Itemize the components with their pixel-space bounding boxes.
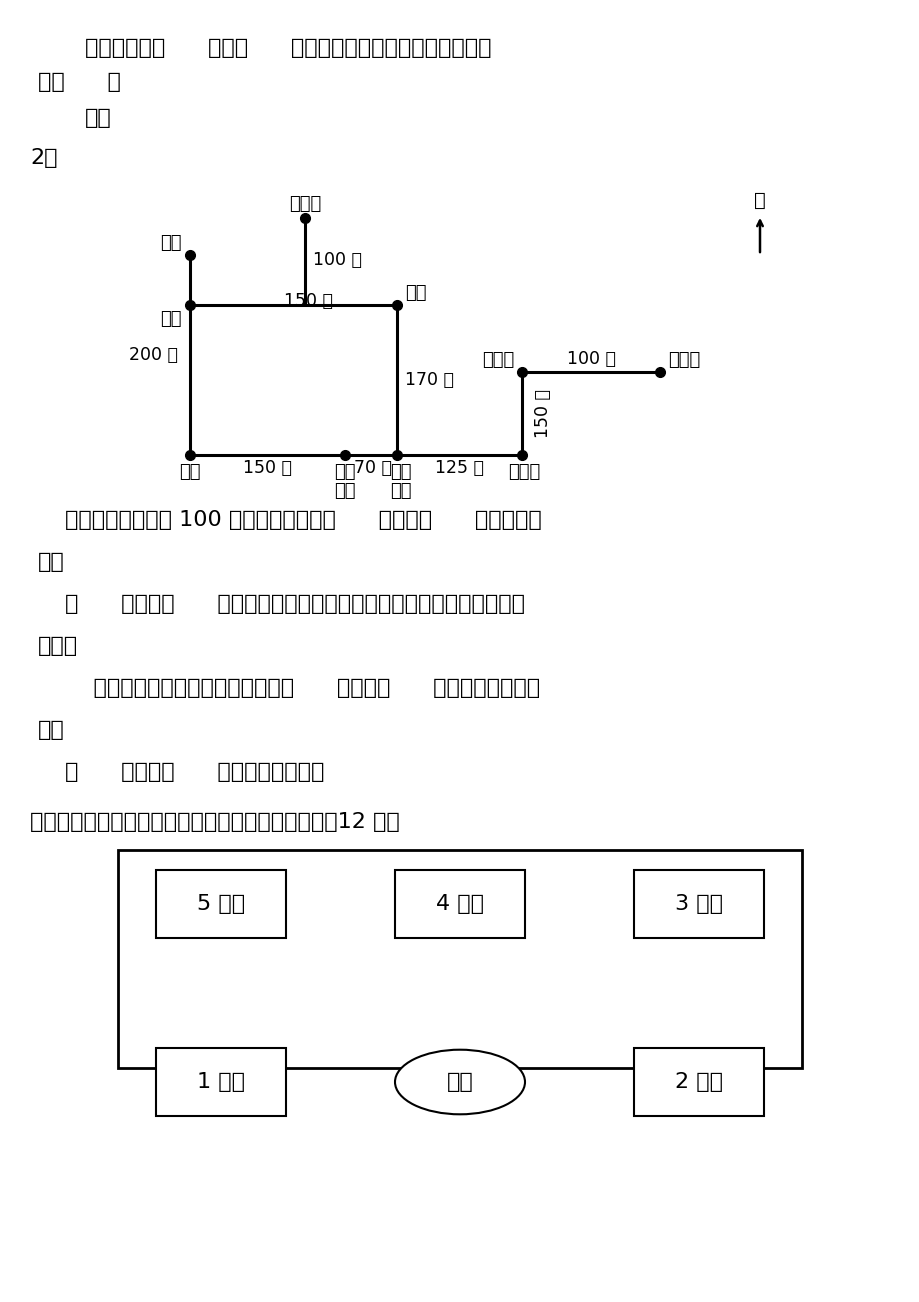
- Bar: [156, 1048, 286, 1116]
- Text: （      ）走了（      ）米去游泳馆了。: （ ）走了（ ）米去游泳馆了。: [65, 762, 324, 783]
- Text: 了（      ）: 了（ ）: [38, 72, 120, 92]
- Text: 米。: 米。: [85, 108, 111, 128]
- Text: 再向: 再向: [38, 552, 64, 572]
- Text: 150 米: 150 米: [284, 292, 333, 310]
- Text: 学校: 学校: [160, 234, 182, 253]
- Text: 125 米: 125 米: [435, 460, 483, 477]
- Text: 小玉家: 小玉家: [507, 464, 539, 480]
- Text: 3 号楼: 3 号楼: [675, 894, 722, 914]
- Text: 起向: 起向: [38, 720, 64, 740]
- Text: 170 米: 170 米: [404, 371, 453, 389]
- Text: 北: 北: [754, 191, 765, 210]
- Text: 于是又叫小玉，从小玉家出发向（      ）走了（      ）约上小丁一起向: 于是又叫小玉，从小玉家出发向（ ）走了（ ）约上小丁一起向: [65, 678, 539, 698]
- Text: 2 号楼: 2 号楼: [675, 1072, 722, 1092]
- Ellipse shape: [394, 1049, 525, 1115]
- Text: 150 米: 150 米: [533, 389, 551, 437]
- Text: 5 号楼: 5 号楼: [197, 894, 244, 914]
- Text: 150 米: 150 米: [243, 460, 291, 477]
- Text: 游泳馆: 游泳馆: [667, 352, 699, 368]
- Text: 花卉
市场: 花卉 市场: [390, 464, 412, 500]
- Text: 很近，: 很近，: [38, 635, 78, 656]
- Text: 小新从家向南走了 100 米到银行，又向（      ）走了（      ）米，再向: 小新从家向南走了 100 米到银行，又向（ ）走了（ ）米，再向: [65, 510, 541, 530]
- Text: 4 号楼: 4 号楼: [436, 894, 483, 914]
- Text: 2、: 2、: [30, 148, 58, 168]
- Text: 1 号楼: 1 号楼: [197, 1072, 244, 1092]
- Bar: [633, 1048, 763, 1116]
- Bar: [156, 870, 286, 937]
- Text: 邮局: 邮局: [404, 284, 426, 302]
- Text: 书店: 书店: [179, 464, 200, 480]
- Text: 小新家: 小新家: [289, 195, 321, 214]
- Text: 70 米: 70 米: [354, 460, 391, 477]
- Text: 100 米: 100 米: [566, 350, 615, 368]
- Text: 100 米: 100 米: [312, 251, 361, 270]
- Text: （      ）走了（      ）米到达花卉市场，后来他发现这里离小玉家很近，: （ ）走了（ ）米到达花卉市场，后来他发现这里离小玉家很近，: [65, 594, 525, 615]
- Text: 小丁家: 小丁家: [482, 352, 514, 368]
- Text: 米，最后向（      ）走（      ）米就可以到家。林林回到家共走: 米，最后向（ ）走（ ）米就可以到家。林林回到家共走: [85, 38, 491, 59]
- Text: 花园: 花园: [446, 1072, 473, 1092]
- Bar: [118, 850, 801, 1068]
- Bar: [394, 870, 525, 937]
- Text: 银行: 银行: [160, 310, 182, 328]
- Bar: [633, 870, 763, 937]
- Text: 五、下图是某小区的平面图，请根据平面图填空。（12 分）: 五、下图是某小区的平面图，请根据平面图填空。（12 分）: [30, 812, 400, 832]
- Text: 200 米: 200 米: [129, 346, 177, 365]
- Text: 春来
茶馆: 春来 茶馆: [334, 464, 356, 500]
